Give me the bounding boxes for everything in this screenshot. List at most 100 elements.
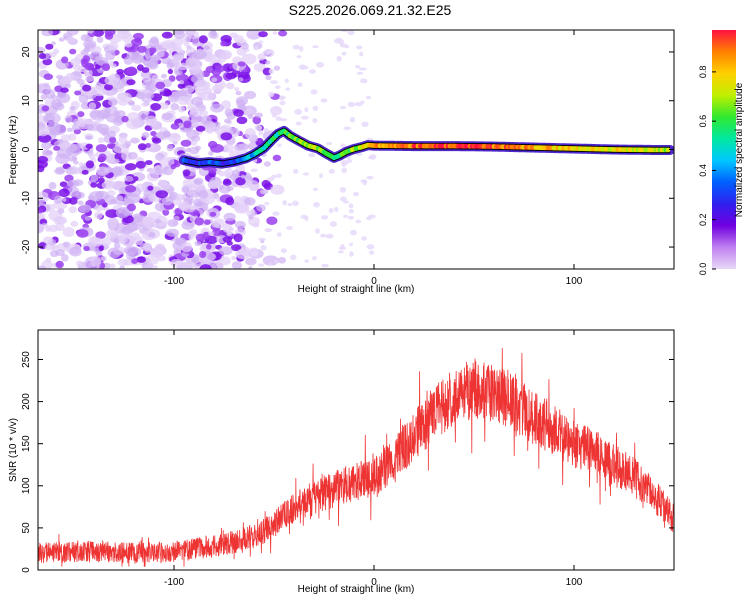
noise-blob <box>124 42 133 48</box>
noise-blob <box>161 196 174 206</box>
noise-blob <box>234 202 249 213</box>
noise-blob <box>268 68 274 75</box>
noise-blob <box>123 56 133 65</box>
noise-blob <box>209 211 217 217</box>
noise-blob <box>340 30 349 33</box>
noise-blob <box>264 49 271 56</box>
noise-blob <box>233 109 244 117</box>
noise-blob <box>366 175 374 180</box>
noise-blob <box>170 163 177 170</box>
noise-blob <box>54 167 66 175</box>
noise-blob <box>194 240 202 247</box>
noise-blob <box>58 188 70 198</box>
colorbar-tick-label: 0.8 <box>698 66 708 79</box>
colorbar-tick-label: 0.4 <box>698 164 708 177</box>
noise-blob <box>170 102 179 111</box>
noise-blob <box>80 34 91 42</box>
noise-blob <box>341 51 347 56</box>
noise-blob <box>127 152 138 160</box>
noise-blob <box>366 216 372 221</box>
noise-blob <box>133 236 144 246</box>
noise-blob <box>41 30 54 37</box>
noise-blob <box>368 156 375 160</box>
noise-blob <box>233 35 244 43</box>
noise-blob <box>90 182 98 188</box>
noise-blob <box>55 249 65 257</box>
noise-blob <box>71 156 78 161</box>
snr-ytick-label: 0 <box>21 567 32 573</box>
noise-blob <box>71 167 79 174</box>
noise-blob <box>173 215 180 221</box>
noise-blob <box>155 190 169 199</box>
noise-blob <box>69 106 76 111</box>
noise-blob <box>174 69 183 76</box>
noise-blob <box>195 137 200 142</box>
noise-blob <box>199 250 207 259</box>
noise-blob <box>128 101 135 106</box>
noise-blob <box>290 254 297 261</box>
noise-blob <box>346 159 353 164</box>
noise-blob <box>107 130 117 138</box>
noise-blob <box>312 256 317 261</box>
colorbar-tick-label: 0.0 <box>698 263 708 276</box>
noise-blob <box>69 246 82 257</box>
noise-blob <box>41 142 52 150</box>
noise-blob <box>113 242 121 249</box>
noise-blob <box>292 44 301 50</box>
noise-blob <box>203 219 211 225</box>
noise-blob <box>103 206 109 212</box>
noise-blob <box>236 116 248 125</box>
noise-blob <box>207 231 215 236</box>
noise-blob <box>263 128 269 133</box>
noise-blob <box>121 143 127 149</box>
noise-blob <box>220 124 232 133</box>
noise-blob <box>121 79 127 84</box>
noise-blob <box>208 150 214 156</box>
noise-blob <box>88 191 104 202</box>
noise-blob <box>97 137 105 144</box>
noise-blob <box>148 38 160 48</box>
noise-blob <box>76 229 89 238</box>
noise-blob <box>187 30 200 40</box>
noise-blob <box>95 231 106 240</box>
noise-blob <box>337 250 344 254</box>
noise-blob <box>274 85 281 90</box>
noise-blob <box>151 249 165 258</box>
noise-blob <box>250 168 258 173</box>
colorbar: 0.0 0.2 0.4 0.6 0.8 Normalized spectral ampl… <box>698 30 745 275</box>
noise-blob <box>359 51 364 57</box>
noise-blob <box>43 73 54 81</box>
noise-blob <box>237 150 243 156</box>
noise-blob <box>349 251 354 257</box>
noise-blob <box>182 169 191 177</box>
noise-blob <box>234 86 240 92</box>
noise-blob <box>211 84 224 93</box>
noise-blob <box>310 89 318 95</box>
noise-blob <box>126 203 136 212</box>
noise-blob <box>161 112 173 120</box>
noise-blob <box>265 74 272 81</box>
noise-blob <box>297 82 303 88</box>
colorbar-ticks: 0.0 0.2 0.4 0.6 0.8 <box>698 66 716 276</box>
noise-blob <box>276 143 282 147</box>
noise-blob <box>95 251 103 257</box>
noise-blob <box>88 154 96 160</box>
noise-blob <box>234 220 246 229</box>
noise-blob <box>142 217 155 226</box>
noise-blob <box>159 156 175 167</box>
noise-blob <box>237 143 249 151</box>
noise-blob <box>336 55 342 62</box>
noise-blob <box>304 107 309 113</box>
noise-blob <box>252 116 262 125</box>
noise-blob <box>101 180 116 190</box>
noise-blob <box>292 200 299 207</box>
noise-blob <box>266 177 275 182</box>
noise-blob <box>186 190 196 199</box>
noise-blob <box>320 98 328 103</box>
noise-blob <box>301 115 309 120</box>
spectrogram-ytick-label: -20 <box>21 239 32 254</box>
noise-blob <box>150 54 160 62</box>
noise-blob <box>141 75 152 83</box>
